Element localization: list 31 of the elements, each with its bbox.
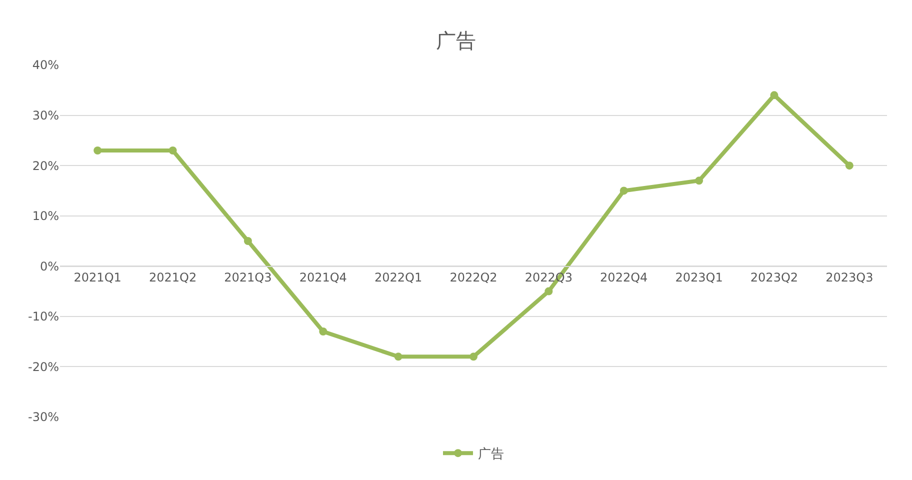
point: [470, 352, 478, 361]
point: [544, 287, 553, 296]
x-tick-label: 2022Q1: [374, 270, 422, 285]
point: [620, 186, 628, 195]
point: [168, 146, 177, 154]
y-tick-label: 20%: [32, 158, 59, 173]
point: [770, 91, 778, 100]
x-tick-label: 2021Q1: [74, 270, 122, 285]
legend-label: 广告: [478, 447, 504, 462]
chart-title: 广告: [436, 28, 476, 53]
y-tick-label: -20%: [28, 360, 59, 374]
x-tick-label: 2022Q4: [600, 270, 648, 285]
y-tick-label: -30%: [28, 410, 59, 424]
y-tick-label: 30%: [32, 108, 59, 122]
x-tick-label: 2021Q2: [148, 270, 197, 285]
point: [319, 328, 328, 336]
y-tick-label: 40%: [32, 58, 59, 72]
y-tick-label: 0%: [40, 259, 59, 274]
x-tick-label: 2022Q2: [450, 270, 498, 285]
x-tick-label: 2023Q1: [675, 270, 723, 285]
point: [845, 162, 854, 170]
point: [244, 237, 252, 245]
x-tick-label: 2023Q3: [826, 270, 874, 285]
point: [394, 352, 402, 361]
x-tick-label: 2023Q2: [750, 270, 798, 285]
point: [695, 176, 704, 185]
y-tick-label: 10%: [32, 209, 59, 224]
x-tick-label: 2021Q3: [224, 270, 272, 285]
point: [94, 146, 102, 154]
x-tick-label: 2021Q4: [299, 270, 347, 285]
y-tick-label: -10%: [28, 310, 59, 324]
